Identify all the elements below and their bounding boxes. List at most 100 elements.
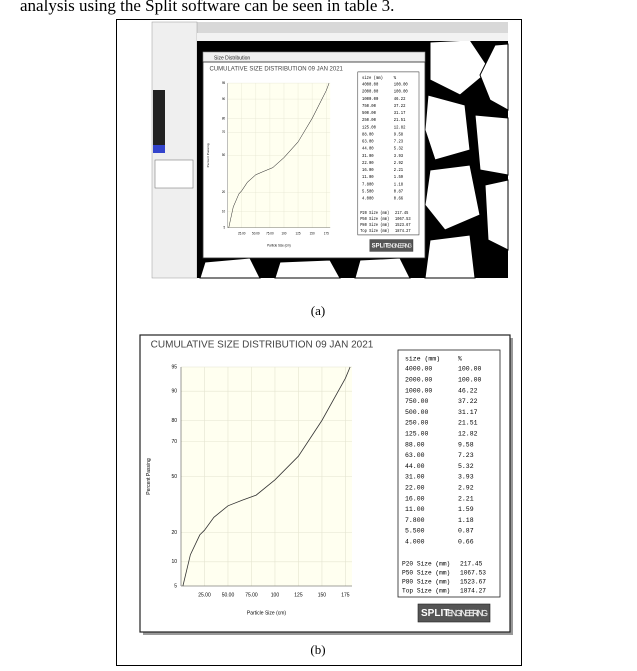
- table-cell: 21.51: [458, 420, 478, 427]
- table-cell: 7.23: [394, 140, 404, 144]
- table-cell: 4000.00: [405, 366, 432, 373]
- stat-value: 1523.67: [395, 224, 411, 228]
- table-cell: 125.00: [362, 126, 376, 130]
- table-header: size (mm): [405, 356, 440, 363]
- logo-left: SPLIT: [372, 242, 389, 249]
- stat-label: P50 Size (mm): [360, 217, 389, 222]
- table-cell: 31.00: [405, 474, 425, 481]
- table-cell: 7.23: [458, 452, 474, 459]
- y-tick-label: 20: [222, 190, 226, 194]
- table-cell: 31.17: [458, 409, 478, 416]
- y-tick-label: 50: [222, 153, 226, 157]
- table-cell: 125.00: [405, 431, 429, 438]
- caption: (a): [311, 303, 325, 318]
- table-cell: 9.58: [458, 441, 474, 448]
- table-cell: 16.00: [405, 495, 425, 502]
- table-cell: 12.82: [458, 431, 478, 438]
- y-tick-label: 5: [174, 583, 177, 589]
- table-cell: 46.22: [394, 98, 406, 102]
- table-cell: 1000.00: [405, 387, 432, 394]
- table-cell: 1000.00: [362, 98, 379, 102]
- intro-text: analysis using the Split software can be…: [20, 0, 394, 15]
- table-cell: 2.21: [394, 169, 404, 173]
- stat-value: 1067.53: [395, 218, 411, 222]
- table-cell: 12.82: [394, 126, 406, 130]
- table-cell: 2.92: [458, 485, 474, 492]
- x-tick-label: 50.00: [222, 592, 235, 598]
- window-title: Size Distribution: [214, 55, 250, 61]
- table-cell: 37.22: [458, 398, 478, 405]
- y-tick-label: 50: [171, 474, 177, 480]
- stat-value: 1067.53: [460, 570, 486, 577]
- x-tick-label: 100: [281, 231, 286, 235]
- table-cell: 11.00: [362, 176, 374, 180]
- table-cell: 1.18: [458, 517, 474, 524]
- table-cell: 2.21: [458, 495, 474, 502]
- table-cell: 9.58: [394, 133, 404, 137]
- table-cell: 22.00: [405, 485, 425, 492]
- stat-label: P80 Size (mm): [402, 579, 450, 586]
- particles: [199, 39, 509, 279]
- table-cell: 4000.00: [362, 83, 379, 87]
- table-cell: 100.00: [458, 377, 482, 384]
- table-cell: 500.00: [362, 112, 376, 116]
- table-cell: 3.93: [394, 155, 404, 159]
- stat-value: 1523.67: [460, 579, 486, 586]
- logo-right: ENGINEERING: [387, 243, 412, 249]
- table-cell: 0.66: [394, 198, 404, 202]
- stat-label: Top Size (mm): [402, 588, 450, 595]
- screenshot-a: Size Distribution CUMULATIVE SIZE DISTRI…: [151, 21, 509, 279]
- palette: [153, 90, 165, 145]
- table-cell: 2.92: [394, 162, 404, 166]
- stat-label: Top Size (mm): [360, 229, 389, 234]
- y-tick-label: 10: [171, 559, 177, 565]
- stat-label: P50 Size (mm): [402, 570, 450, 577]
- mini-chart: CUMULATIVE SIZE DISTRIBUTION 09 JAN 2021…: [202, 61, 426, 259]
- logo-left: SPLIT: [421, 608, 449, 619]
- table-cell: 5.500: [362, 190, 374, 194]
- curve: [228, 83, 330, 228]
- x-tick-label: 150: [318, 592, 327, 598]
- figure-border: [116, 19, 522, 666]
- x-tick-label: 175: [324, 231, 329, 235]
- table-cell: 16.00: [362, 169, 374, 173]
- caption: (b): [310, 642, 325, 657]
- y-tick-label: 95: [222, 81, 226, 85]
- table-header: %: [458, 356, 462, 363]
- x-tick-label: 75.00: [245, 592, 258, 598]
- table-cell: 1.59: [458, 506, 474, 513]
- table-cell: 37.22: [394, 105, 406, 109]
- table-cell: 100.00: [394, 91, 408, 95]
- table-cell: 100.00: [458, 366, 482, 373]
- y-tick-label: 10: [222, 209, 226, 213]
- table-cell: 3.93: [458, 474, 474, 481]
- table-cell: 0.87: [458, 528, 474, 535]
- table-cell: 31.17: [394, 112, 406, 116]
- table-cell: 7.800: [405, 517, 425, 524]
- table-cell: 31.00: [362, 155, 374, 159]
- table-cell: 5.32: [458, 463, 474, 470]
- table-cell: 63.00: [405, 452, 425, 459]
- y-axis-label: Percent Passing: [146, 458, 152, 495]
- y-tick-label: 80: [222, 116, 226, 120]
- table-cell: 44.00: [405, 463, 425, 470]
- y-tick-label: 90: [222, 97, 226, 101]
- table-cell: 2000.00: [405, 377, 432, 384]
- logo-right: ENGINEERING: [447, 608, 488, 618]
- x-tick-label: 75.00: [266, 231, 274, 235]
- table-cell: 44.00: [362, 148, 374, 152]
- chart-title: CUMULATIVE SIZE DISTRIBUTION 09 JAN 2021: [210, 65, 344, 72]
- y-tick-label: 70: [222, 130, 226, 134]
- table-header: size (mm): [362, 76, 383, 81]
- x-tick-label: 100: [271, 592, 280, 598]
- size-table: [357, 71, 420, 236]
- table-cell: 88.00: [362, 133, 374, 137]
- x-axis-label: Particle Size (cm): [247, 610, 287, 616]
- table-cell: 0.66: [458, 539, 474, 546]
- y-axis-label: Percent Passing: [206, 143, 210, 167]
- y-tick-label: 5: [224, 225, 226, 229]
- table-cell: 63.00: [362, 140, 374, 144]
- chart-title: CUMULATIVE SIZE DISTRIBUTION 09 JAN 2021: [151, 340, 374, 351]
- y-tick-label: 80: [171, 418, 177, 424]
